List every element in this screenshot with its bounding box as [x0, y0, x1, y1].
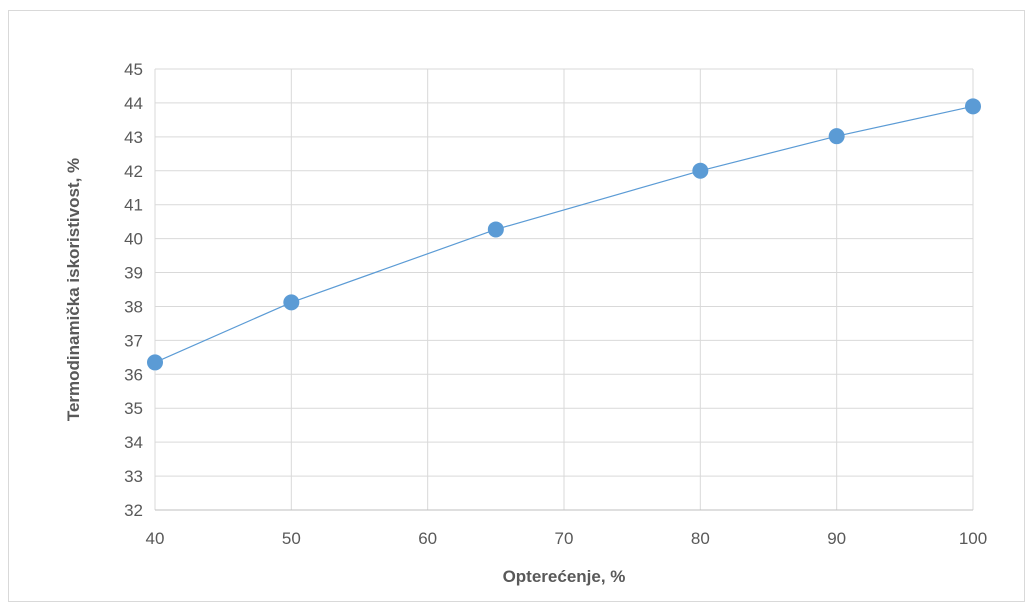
x-tick-label: 70 [555, 529, 574, 548]
series-line [154, 105, 974, 363]
data-point [828, 128, 845, 145]
x-tick-label: 50 [282, 529, 301, 548]
y-tick-label: 35 [124, 399, 143, 418]
x-tick-label: 40 [146, 529, 165, 548]
x-tick-label: 100 [959, 529, 987, 548]
y-axis-tick-labels: 32 33 34 35 36 37 38 39 40 41 42 43 44 45 [124, 60, 143, 520]
vertical-gridlines [154, 69, 974, 510]
data-point [965, 98, 981, 115]
data-point [283, 294, 300, 311]
data-point [487, 221, 504, 238]
y-tick-label: 43 [124, 128, 143, 147]
data-point [692, 162, 709, 179]
y-tick-label: 42 [124, 162, 143, 181]
y-tick-label: 34 [124, 433, 143, 452]
y-tick-label: 36 [124, 365, 143, 384]
y-tick-label: 37 [124, 331, 143, 350]
y-tick-label: 39 [124, 264, 143, 283]
y-axis-title: Termodinamička iskoristivost, % [64, 158, 83, 421]
x-axis-tick-labels: 40 50 60 70 80 90 100 [146, 529, 988, 548]
series-layer [147, 98, 981, 371]
y-tick-label: 32 [124, 501, 143, 520]
data-point [147, 354, 163, 371]
y-tick-label: 38 [124, 297, 143, 316]
y-tick-label: 41 [124, 196, 143, 215]
y-tick-label: 40 [124, 230, 143, 249]
y-tick-label: 33 [124, 467, 143, 486]
x-axis-title: Opterećenje, % [503, 567, 626, 586]
x-tick-label: 80 [691, 529, 710, 548]
y-tick-label: 45 [124, 60, 143, 79]
x-tick-label: 60 [418, 529, 437, 548]
y-tick-label: 44 [124, 94, 143, 113]
x-tick-label: 90 [827, 529, 846, 548]
